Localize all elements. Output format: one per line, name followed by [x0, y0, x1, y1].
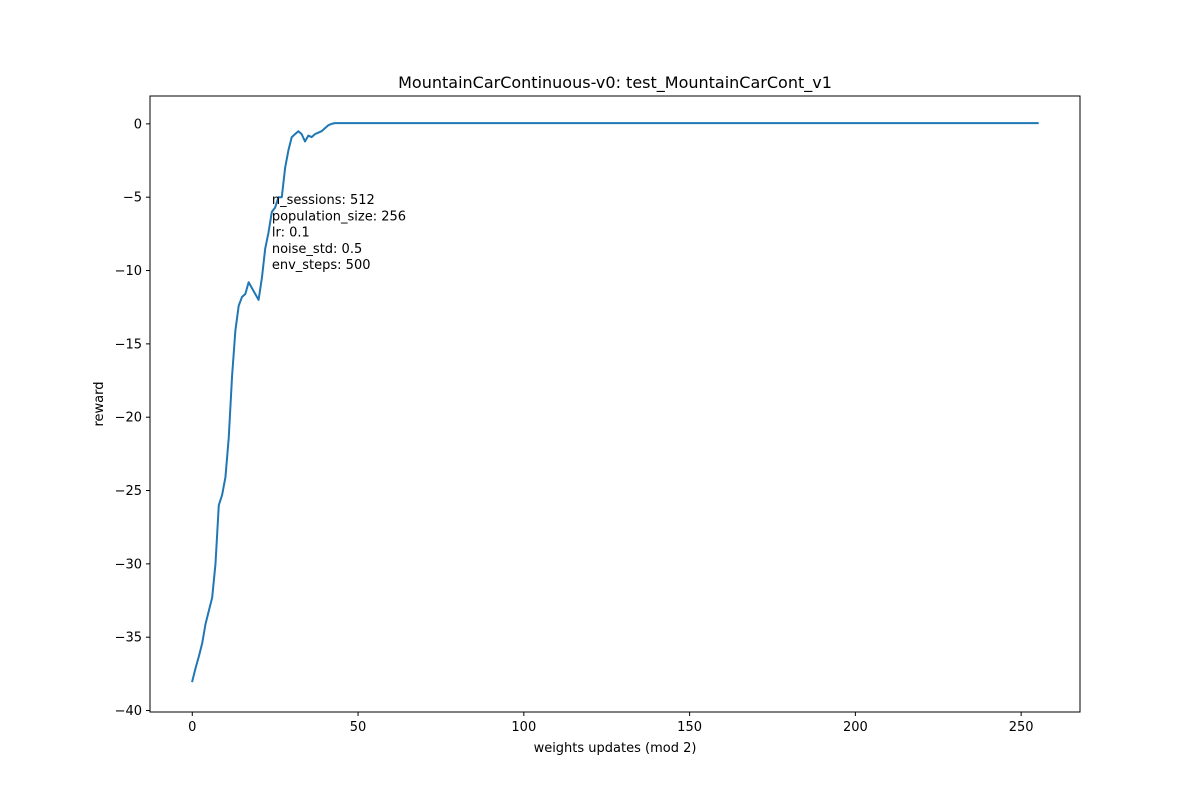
chart-title: MountainCarContinuous-v0: test_MountainC…	[398, 73, 832, 93]
y-tick-label: −5	[123, 191, 142, 206]
y-tick-label: −10	[115, 264, 142, 279]
annotation-line: env_steps: 500	[272, 258, 371, 273]
y-tick-label: 0	[134, 117, 142, 132]
x-tick-label: 250	[1009, 720, 1034, 735]
axes-frame	[149, 95, 1081, 713]
x-tick-label: 50	[350, 720, 367, 735]
series-line-0	[191, 122, 1039, 683]
annotation-line: n_sessions: 512	[272, 193, 375, 208]
y-tick-label: −20	[115, 411, 142, 426]
x-tick-label: 200	[843, 720, 868, 735]
y-tick-label: −30	[115, 557, 142, 572]
x-axis-label: weights updates (mod 2)	[534, 741, 697, 756]
x-tick-label: 100	[511, 720, 536, 735]
y-tick-label: −25	[115, 484, 142, 499]
y-axis-label: reward	[92, 381, 107, 426]
annotation-line: population_size: 256	[272, 209, 406, 224]
y-tick-label: −35	[115, 631, 142, 646]
y-tick-label: −40	[115, 704, 142, 719]
y-tick-label: −15	[115, 337, 142, 352]
annotation-line: noise_std: 0.5	[272, 242, 362, 257]
x-tick-label: 150	[677, 720, 702, 735]
plot-area: 0 50 100 150 200 250 −40 −35 −30 −25 −20 −15 −10 −5 0 n…	[115, 95, 1081, 735]
annotation-line: lr: 0.1	[272, 226, 310, 241]
x-tick-label: 0	[188, 720, 196, 735]
